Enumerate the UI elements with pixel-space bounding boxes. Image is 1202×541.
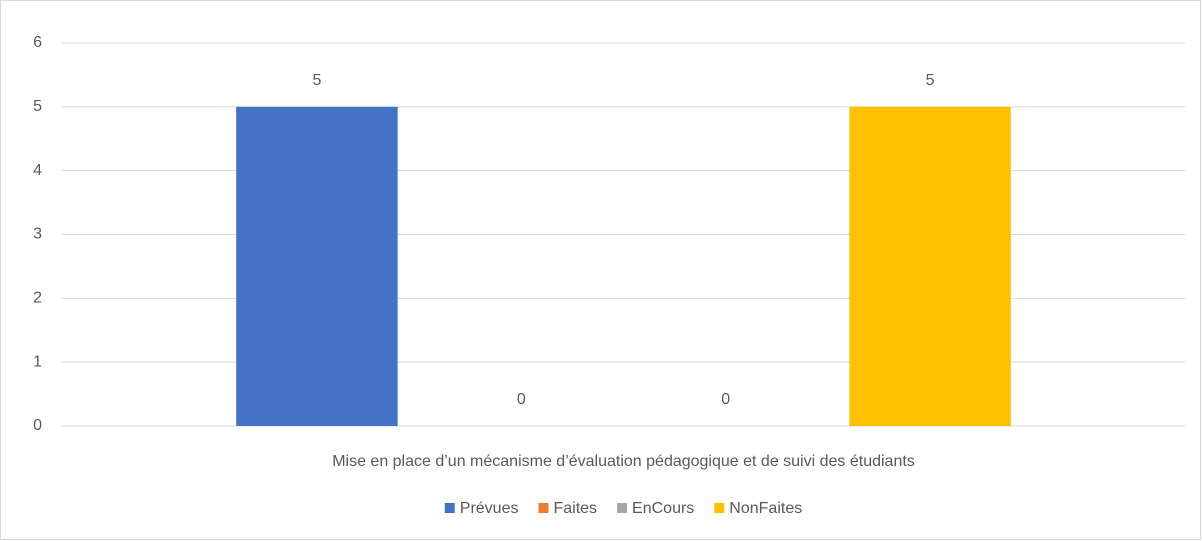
legend-swatch xyxy=(714,503,725,513)
legend-swatch xyxy=(617,503,628,513)
data-label: 0 xyxy=(517,391,526,408)
bar xyxy=(236,106,398,426)
y-tick-label: 0 xyxy=(33,417,42,434)
legend-label: Prévues xyxy=(460,500,519,517)
y-tick-label: 2 xyxy=(33,290,42,307)
y-tick-label: 4 xyxy=(33,162,42,179)
legend-swatch xyxy=(444,503,455,513)
x-tick-label: Mise en place d’un mécanisme d’évaluatio… xyxy=(332,453,915,470)
data-label: 0 xyxy=(721,391,730,408)
data-label: 5 xyxy=(312,72,321,89)
legend-label: EnCours xyxy=(632,500,694,517)
y-tick-label: 5 xyxy=(33,98,42,115)
y-tick-label: 3 xyxy=(33,226,42,243)
bar xyxy=(849,106,1011,426)
y-tick-label: 6 xyxy=(33,34,42,51)
legend-swatch xyxy=(538,503,549,513)
legend-label: NonFaites xyxy=(729,500,802,517)
legend-label: Faites xyxy=(553,500,597,517)
data-label: 5 xyxy=(926,72,935,89)
y-tick-label: 1 xyxy=(33,353,42,370)
